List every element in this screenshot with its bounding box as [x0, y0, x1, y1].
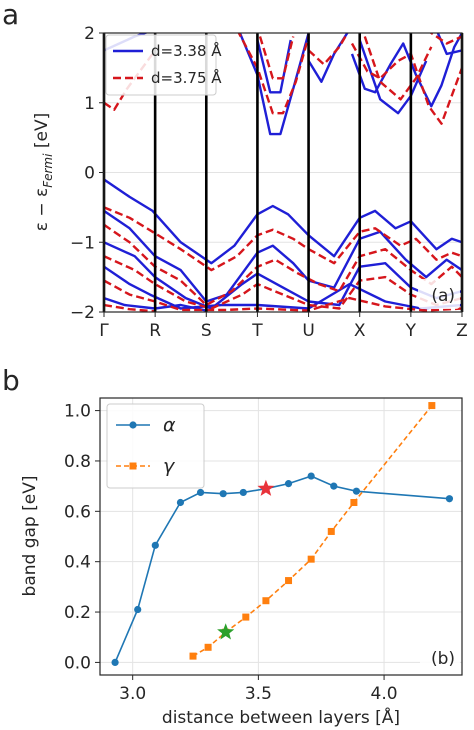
gap-y-tick-label-0: 0.0	[64, 653, 91, 673]
band-gap-panel: 0.0 0.2 0.4 0.6 0.8 1.0 3.0 3.5 4.0 band gap [e…	[20, 397, 463, 728]
gap-legend: α γ	[106, 403, 205, 489]
band-line-1-11	[104, 303, 156, 312]
gap-x-ticks: 3.0 3.5 4.0	[119, 675, 398, 704]
gap-point-1-0	[189, 652, 197, 660]
gap-point-1-5	[285, 577, 293, 585]
band-line-1-7	[104, 206, 462, 272]
band-panel-tag: (a)	[431, 286, 455, 306]
gap-series	[111, 402, 454, 667]
band-line-1-5	[429, 33, 462, 45]
gap-x-tick-label-1: 3.5	[245, 684, 272, 704]
band-x-tick-label-1: R	[149, 321, 161, 341]
band-legend-label-solid: d=3.38 Å	[151, 41, 222, 60]
gap-point-0-2	[151, 541, 159, 549]
gap-point-0-10	[330, 482, 338, 490]
band-x-tick-label-0: Γ	[99, 321, 109, 341]
gap-point-0-5	[219, 490, 227, 498]
band-y-tick-label-4: 2	[84, 24, 95, 44]
band-x-tick-label-6: Y	[405, 321, 417, 341]
gap-x-tick-label-0: 3.0	[119, 684, 146, 704]
band-legend-label-dashed: d=3.75 Å	[151, 68, 222, 87]
gap-point-0-3	[176, 498, 185, 507]
gap-legend-marker-gamma	[129, 462, 137, 470]
gap-point-0-12	[445, 495, 454, 503]
gap-point-0-11	[352, 487, 361, 495]
band-line-1-8	[104, 223, 462, 307]
band-legend: d=3.38 Å d=3.75 Å	[105, 34, 222, 96]
gap-point-0-6	[239, 488, 247, 497]
gap-x-tick-label-2: 4.0	[371, 684, 398, 704]
band-x-tick-label-7: Z	[456, 321, 468, 341]
gap-point-1-8	[350, 499, 358, 507]
gap-point-0-8	[284, 480, 293, 488]
gap-y-tick-label-1: 0.2	[64, 603, 91, 623]
band-line-1-6	[258, 36, 295, 80]
gap-panel-tag: (b)	[431, 649, 455, 669]
gap-highlight-stars	[217, 479, 275, 640]
band-line-1-1	[237, 33, 310, 115]
gap-y-tick-label-4: 0.8	[64, 452, 91, 472]
band-structure-panel: −2 −1 0 1 2 Γ R S T U X Y Z ε − εFermi [eV] d=3.38 …	[32, 24, 468, 341]
band-line-0-8	[104, 209, 462, 303]
gap-point-1-4	[262, 597, 270, 605]
band-x-tick-label-4: U	[302, 321, 314, 341]
gap-y-ticks: 0.0 0.2 0.4 0.6 0.8 1.0	[64, 402, 100, 673]
gap-panel-tag-box	[420, 642, 460, 672]
gap-y-tick-label-5: 1.0	[64, 402, 91, 422]
panel-b-letter: b	[2, 364, 20, 397]
gap-legend-box	[106, 403, 205, 489]
gap-legend-label-gamma: γ	[163, 455, 176, 477]
band-line-0-7	[104, 178, 462, 265]
band-y-axis-label: ε − εFermi [eV]	[32, 113, 55, 231]
band-panel-tag-box	[418, 279, 460, 309]
band-line-0-4	[358, 39, 428, 115]
gap-point-1-3	[242, 613, 250, 621]
band-y-ticks: −2 −1 0 1 2	[70, 24, 104, 323]
gap-y-axis-label: band gap [eV]	[20, 476, 40, 597]
band-line-1-4	[363, 36, 433, 101]
gap-legend-marker-alpha	[129, 421, 137, 429]
gap-highlight-star-1	[217, 623, 235, 640]
gap-point-0-9	[307, 472, 315, 480]
gap-point-1-6	[307, 555, 315, 563]
gap-x-axis-label: distance between layers [Å]	[162, 706, 400, 728]
band-y-tick-label-1: −1	[70, 233, 95, 253]
gap-point-0-4	[196, 488, 205, 497]
gap-legend-label-alpha: α	[163, 414, 176, 436]
band-line-1-9	[104, 255, 462, 310]
gap-point-1-9	[428, 402, 436, 410]
gap-plot-frame	[99, 397, 463, 676]
gap-series-line-1	[192, 405, 433, 657]
gap-highlight-star-0	[257, 479, 275, 496]
gap-point-0-0	[111, 658, 119, 667]
band-line-1-2	[307, 33, 349, 66]
band-y-tick-label-2: 0	[84, 164, 95, 184]
band-y-tick-label-3: 1	[84, 94, 95, 114]
band-x-tick-label-5: X	[354, 321, 366, 341]
gap-y-tick-label-2: 0.4	[64, 553, 91, 573]
band-line-0-9	[104, 241, 462, 310]
gap-y-tick-label-3: 0.6	[64, 502, 91, 522]
gap-point-0-1	[134, 605, 142, 614]
band-y-tick-label-0: −2	[70, 303, 95, 323]
gap-point-1-7	[327, 527, 335, 535]
band-x-tick-label-3: T	[251, 321, 263, 341]
band-x-tick-label-2: S	[201, 321, 212, 341]
panel-a-letter: a	[2, 0, 19, 31]
gap-point-1-1	[204, 643, 212, 651]
